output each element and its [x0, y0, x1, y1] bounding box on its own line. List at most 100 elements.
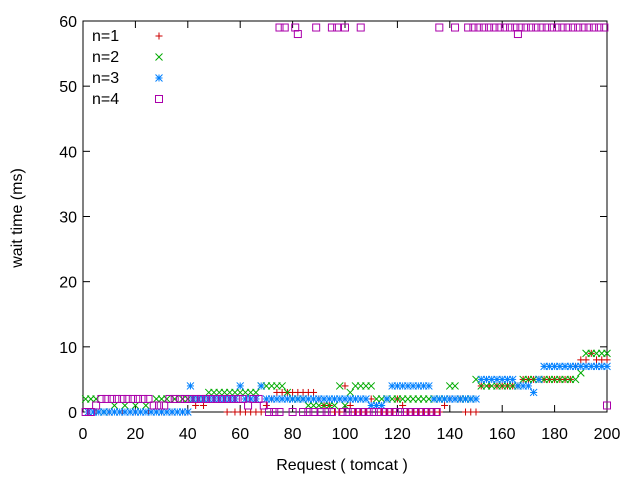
data-point: [192, 401, 200, 409]
data-point: [341, 401, 349, 410]
data-point: [92, 401, 101, 410]
y-tick-label: 30: [59, 210, 77, 227]
data-point: [451, 382, 459, 390]
data-point: [160, 401, 169, 410]
data-point: [123, 394, 132, 403]
legend: n=1 n=2 n=3 n=4: [92, 28, 163, 108]
data-point: [275, 23, 284, 32]
data-point: [121, 401, 129, 410]
data-point: [380, 408, 389, 416]
data-point: [81, 408, 90, 416]
x-tick-label: 160: [489, 426, 516, 443]
data-point: [265, 408, 274, 416]
data-point: [97, 394, 106, 403]
x-axis-label: Request ( tomcat ): [276, 457, 408, 474]
data-point: [390, 408, 399, 416]
legend-marker: [155, 74, 163, 82]
data-point: [547, 23, 556, 32]
data-point: [343, 408, 352, 416]
data-point: [600, 23, 609, 32]
legend-marker: [155, 53, 163, 61]
data-point: [327, 408, 336, 416]
data-point: [589, 23, 598, 32]
y-tick-label: 50: [59, 79, 77, 96]
data-point: [435, 408, 443, 416]
data-point: [202, 394, 211, 403]
data-point: [144, 394, 153, 403]
data-point: [186, 382, 195, 390]
data-point: [236, 382, 245, 390]
data-point: [335, 382, 344, 390]
data-point: [369, 408, 378, 416]
data-point: [411, 408, 420, 416]
data-point: [354, 408, 363, 416]
data-point: [102, 394, 111, 403]
data-point: [383, 395, 391, 403]
data-point: [529, 388, 538, 397]
data-point: [322, 408, 331, 416]
data-point: [495, 23, 504, 32]
data-point: [603, 349, 611, 358]
data-point: [524, 382, 533, 390]
data-point: [181, 394, 190, 403]
data-point: [537, 23, 546, 32]
data-point: [139, 394, 148, 403]
data-point: [576, 369, 585, 377]
data-point: [196, 394, 205, 403]
data-point: [118, 394, 127, 403]
data-point: [603, 401, 611, 410]
data-point: [128, 394, 137, 403]
x-tick-label: 120: [384, 426, 411, 443]
data-point: [249, 394, 258, 403]
data-point: [558, 23, 567, 32]
data-point: [257, 382, 266, 390]
data-point: [479, 23, 488, 32]
data-point: [346, 401, 354, 409]
data-point: [500, 23, 509, 32]
data-point: [472, 408, 480, 416]
data-point: [506, 23, 515, 32]
x-tick-label: 40: [179, 426, 197, 443]
data-point: [333, 23, 342, 32]
data-point: [424, 382, 433, 390]
data-point: [254, 394, 263, 403]
data-point: [508, 375, 517, 384]
x-tick-label: 60: [231, 426, 249, 443]
data-point: [375, 408, 384, 416]
plot-frame: [82, 20, 608, 413]
data-point: [336, 408, 344, 416]
data-point: [113, 394, 122, 403]
data-point: [212, 394, 221, 403]
data-point: [165, 394, 174, 403]
data-point: [377, 401, 386, 410]
y-tick-label: 10: [59, 340, 77, 357]
data-point: [330, 401, 339, 410]
data-point: [490, 23, 499, 32]
data-point: [228, 394, 237, 403]
x-tick-label: 20: [127, 426, 145, 443]
data-point: [288, 408, 297, 416]
data-point: [416, 408, 425, 416]
data-point: [162, 395, 171, 403]
legend-label: n=1: [92, 28, 119, 45]
data-point: [341, 382, 349, 390]
data-point: [200, 401, 208, 409]
data-point: [346, 388, 355, 397]
data-point: [259, 401, 268, 410]
data-point: [535, 375, 543, 384]
data-point: [435, 23, 444, 32]
data-point: [170, 395, 179, 403]
data-point: [396, 408, 405, 416]
data-point: [432, 408, 441, 416]
data-point: [131, 401, 140, 410]
data-point: [217, 394, 226, 403]
x-tick-label: 180: [541, 426, 568, 443]
data-point: [278, 382, 286, 390]
data-point: [86, 408, 95, 416]
y-tick-label: 40: [59, 144, 77, 161]
data-point: [579, 23, 588, 32]
y-tick-label: 0: [68, 405, 77, 422]
y-axis-label: wait time (ms): [9, 168, 26, 269]
data-point: [362, 408, 370, 416]
